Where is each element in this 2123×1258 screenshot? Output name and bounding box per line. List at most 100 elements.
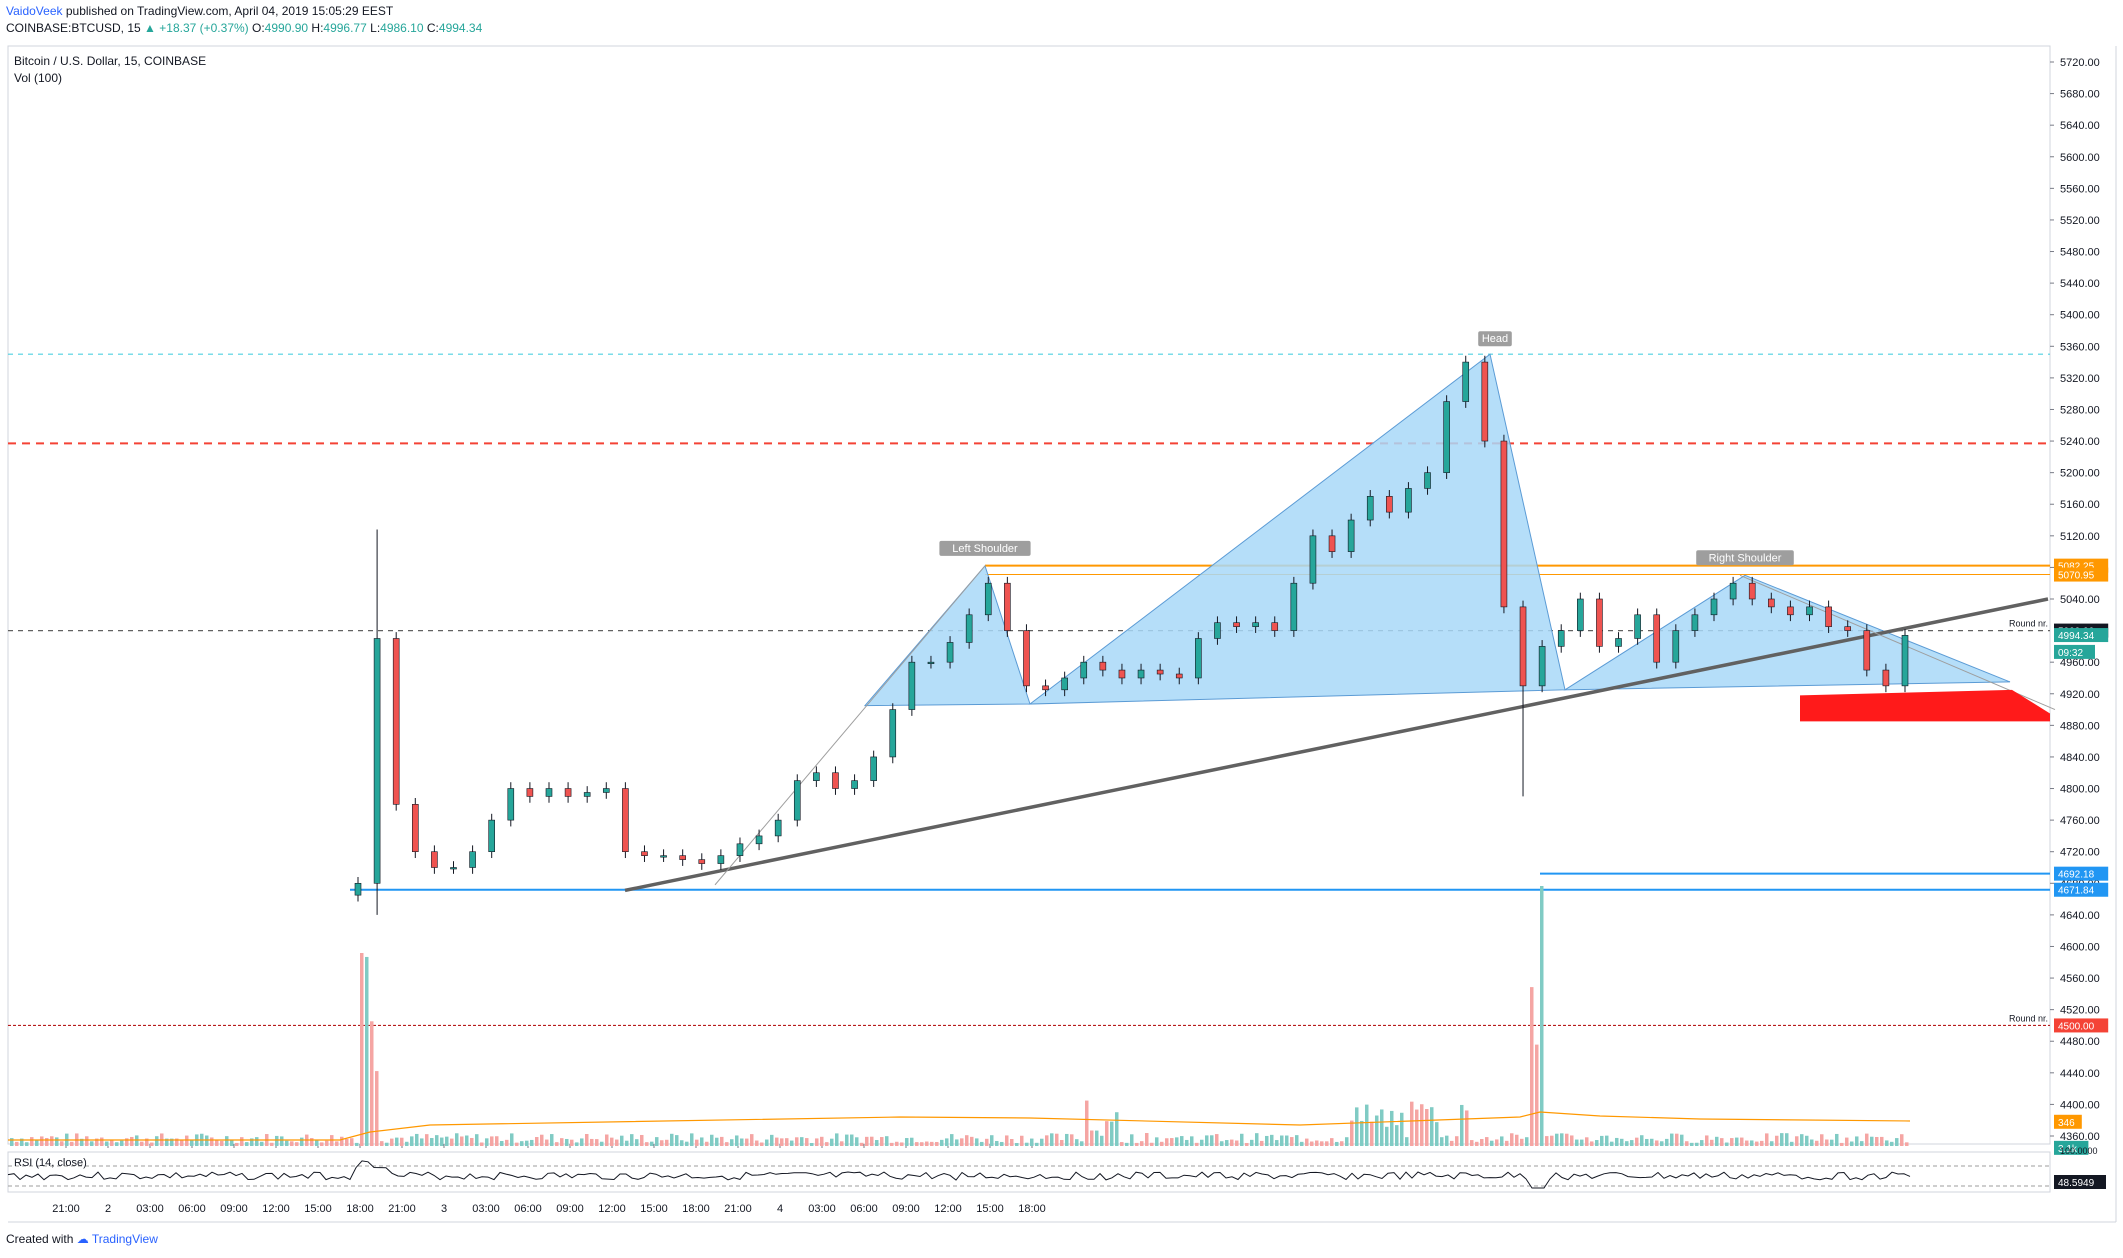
x-tick-label: 09:00: [892, 1203, 920, 1215]
volume-bar: [50, 1136, 54, 1146]
volume-bar: [1760, 1140, 1764, 1146]
volume-bar: [610, 1137, 614, 1146]
volume-bar: [620, 1135, 624, 1146]
volume-bar: [1330, 1138, 1334, 1146]
volume-bar: [100, 1137, 104, 1146]
volume-bar: [1390, 1110, 1394, 1146]
volume-bar: [1605, 1135, 1609, 1146]
volume-bar: [40, 1136, 44, 1146]
volume-bar: [1090, 1130, 1094, 1146]
author-link[interactable]: VaidoVeek: [6, 4, 63, 18]
volume-bar: [785, 1138, 789, 1146]
round-number-label: Round nr.: [2009, 1013, 2048, 1023]
volume-bar: [105, 1141, 109, 1146]
volume-bar: [1545, 1136, 1549, 1146]
volume-bar: [1720, 1138, 1724, 1146]
volume-bar: [135, 1135, 139, 1146]
volume-bar: [1665, 1138, 1669, 1146]
volume-bar: [585, 1133, 589, 1146]
volume-bar: [1660, 1141, 1664, 1146]
price-tag: [2054, 1114, 2082, 1129]
volume-bar: [1440, 1137, 1444, 1146]
volume-bar: [500, 1140, 504, 1146]
volume-bar: [240, 1137, 244, 1146]
y-tick-label: 5200.00: [2060, 468, 2100, 480]
legend-volume: Vol (100): [14, 71, 63, 85]
candle-up: [1252, 622, 1259, 627]
price-tag: [2054, 1140, 2089, 1155]
volume-bar: [1370, 1121, 1374, 1146]
volume-bar: [45, 1138, 49, 1146]
volume-bar: [245, 1142, 249, 1146]
x-tick-label: 09:00: [220, 1203, 248, 1215]
volume-bar: [1160, 1141, 1164, 1146]
candle-down: [1825, 606, 1832, 627]
volume-bar: [490, 1136, 494, 1146]
candle-up: [813, 772, 820, 781]
volume-bar: [1525, 1137, 1529, 1146]
x-tick-label: 03:00: [136, 1203, 164, 1215]
volume-bar: [1700, 1140, 1704, 1146]
pattern-label: Head: [1482, 333, 1508, 345]
volume-bar: [1320, 1141, 1324, 1146]
volume-bar: [150, 1142, 154, 1146]
volume-bar: [715, 1137, 719, 1146]
tradingview-logo[interactable]: ☁ TradingView: [76, 1232, 158, 1246]
volume-bar: [1345, 1137, 1349, 1146]
candle-up: [1634, 614, 1641, 639]
volume-bar: [940, 1139, 944, 1146]
candle-up: [1366, 496, 1374, 521]
volume-bar: [990, 1135, 994, 1146]
candle-up: [1290, 582, 1298, 631]
candle-down: [1519, 606, 1527, 687]
y-tick-label: 4560.00: [2060, 973, 2100, 985]
volume-bar: [485, 1138, 489, 1146]
volume-bar: [1245, 1142, 1249, 1146]
candle-down: [392, 638, 400, 805]
volume-bar: [700, 1137, 704, 1146]
volume-bar: [955, 1139, 959, 1146]
tradingview-brand[interactable]: TradingView: [91, 1232, 158, 1246]
candle-up: [1443, 401, 1450, 473]
volume-bar: [1225, 1140, 1229, 1146]
volume-bar: [995, 1140, 999, 1146]
candle-down: [1748, 582, 1756, 600]
volume-bar: [1870, 1136, 1874, 1146]
price-tag: [2054, 567, 2109, 582]
volume-bar: [1730, 1138, 1734, 1146]
volume-bar: [755, 1140, 759, 1146]
volume-bar: [1535, 1044, 1539, 1146]
volume-bar: [555, 1142, 559, 1146]
volume-bar: [230, 1140, 234, 1146]
volume-bar: [1125, 1142, 1129, 1146]
y-tick-label: 4840.00: [2060, 752, 2100, 764]
volume-bar: [795, 1137, 799, 1146]
candle-up: [736, 843, 744, 856]
candle-down: [411, 804, 419, 853]
volume-bar: [770, 1134, 774, 1146]
volume-bar: [840, 1141, 844, 1146]
volume-bar: [1215, 1134, 1219, 1146]
candle-down: [1156, 669, 1164, 675]
candle-up: [469, 851, 476, 868]
y-tick-label: 5680.00: [2060, 89, 2100, 101]
volume-bar: [660, 1140, 664, 1146]
volume-bar: [1780, 1133, 1784, 1146]
volume-bar: [295, 1142, 299, 1146]
candle-up: [1615, 638, 1622, 647]
volume-bar: [285, 1140, 289, 1146]
volume-bar: [110, 1139, 114, 1146]
volume-bar: [680, 1140, 684, 1146]
x-tick-label: 12:00: [598, 1203, 626, 1215]
volume-bar: [1725, 1142, 1729, 1146]
volume-bar: [1650, 1138, 1654, 1146]
volume-bar: [1490, 1140, 1494, 1146]
x-tick-label: 2: [105, 1203, 111, 1215]
candle-up: [1806, 606, 1813, 616]
volume-bar: [1395, 1125, 1399, 1146]
volume-bar: [1280, 1135, 1284, 1146]
volume-bar: [1260, 1140, 1264, 1146]
volume-bar: [1820, 1134, 1824, 1146]
volume-bar: [225, 1136, 229, 1146]
